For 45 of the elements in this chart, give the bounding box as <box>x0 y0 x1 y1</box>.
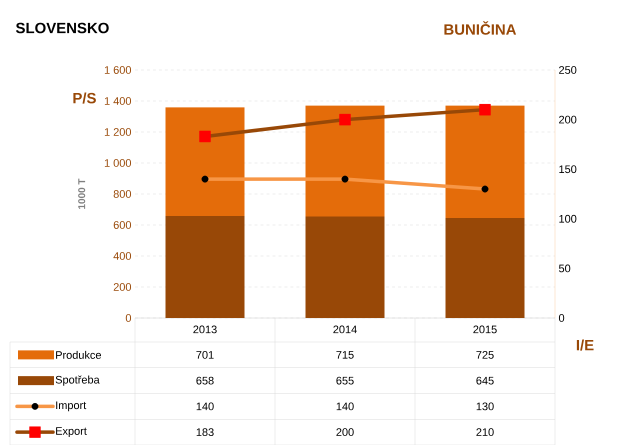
x-tick-label: 2015 <box>473 326 497 334</box>
bar <box>166 107 245 216</box>
bar <box>306 106 385 216</box>
chart-subtitle: BUNIČINA <box>444 21 516 35</box>
y-tick-label: 1 400 <box>104 97 132 105</box>
data-label: 645 <box>476 376 494 385</box>
data-label: 715 <box>336 351 354 359</box>
y-tick-label: 0 <box>126 314 132 322</box>
data-label: 140 <box>336 402 354 410</box>
data-label: 130 <box>476 402 494 410</box>
legend-label: Export <box>56 427 87 438</box>
y2-tick-label: 0 <box>558 314 564 322</box>
y-tick-label: 200 <box>114 283 132 291</box>
text: P/S <box>73 92 96 104</box>
data-label: 701 <box>196 351 214 359</box>
text: I/E <box>576 339 594 351</box>
x-tick-label: 2014 <box>333 326 357 334</box>
data-label: 183 <box>196 428 214 436</box>
y-axis-title: 1000 T <box>78 178 86 209</box>
data-label: 140 <box>196 402 214 410</box>
y2-tick-label: 200 <box>559 116 576 124</box>
y2-tick-label: 150 <box>559 165 576 174</box>
y-tick-label: 1 200 <box>104 128 132 136</box>
data-label: 200 <box>336 428 354 436</box>
legend-label: Spotřeba <box>56 376 100 386</box>
y-tick-label: 800 <box>114 190 132 198</box>
data-label: 725 <box>476 351 494 359</box>
data-label: 210 <box>476 428 494 436</box>
bar <box>446 106 525 218</box>
y-tick-label: 600 <box>114 221 132 229</box>
bar <box>446 218 525 318</box>
y-tick-label: 1 000 <box>104 159 132 167</box>
y-tick-label: 400 <box>113 252 132 260</box>
y2-tick-label: 50 <box>558 264 570 272</box>
legend-label: Import <box>56 401 86 412</box>
data-label: 658 <box>196 376 214 385</box>
y-tick-label: 1 600 <box>104 66 132 74</box>
x-tick-label: 2013 <box>193 326 217 334</box>
data-label: 655 <box>336 376 354 385</box>
bar <box>166 216 245 318</box>
y2-tick-label: 250 <box>559 66 576 74</box>
legend-label: Produkce <box>56 350 102 359</box>
bar <box>306 216 385 318</box>
y2-tick-label: 100 <box>559 214 576 223</box>
chart-title: SLOVENSKO <box>16 22 109 34</box>
